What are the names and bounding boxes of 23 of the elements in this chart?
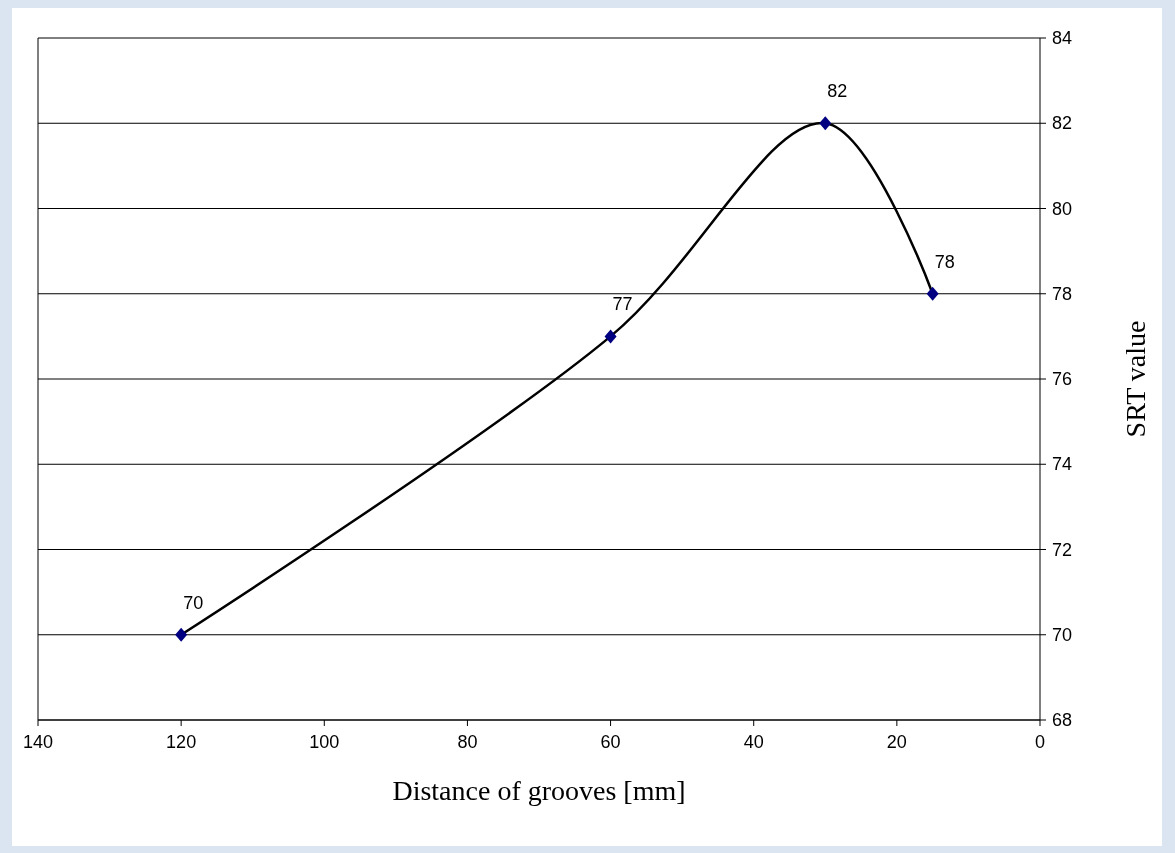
y-tick-label: 84 <box>1052 28 1073 48</box>
y-tick-label: 78 <box>1052 283 1073 304</box>
x-tick-label: 40 <box>743 732 764 752</box>
data-label: 78 <box>934 251 955 272</box>
x-tick-label: 140 <box>22 732 54 752</box>
data-label: 77 <box>612 294 633 315</box>
y-tick-label: 80 <box>1052 198 1073 219</box>
x-tick-label: 20 <box>886 732 907 752</box>
y-tick-label: 70 <box>1052 624 1073 645</box>
y-tick-label: 74 <box>1052 454 1073 475</box>
x-tick-label: 120 <box>166 732 197 752</box>
data-label: 70 <box>183 592 204 613</box>
y-tick-label: 82 <box>1052 113 1073 134</box>
x-tick-label: 60 <box>600 732 621 752</box>
x-tick-label: 80 <box>457 732 478 752</box>
x-tick-label: 0 <box>1034 732 1046 752</box>
y-tick-label: 72 <box>1052 539 1073 560</box>
x-tick-label: 100 <box>309 732 340 752</box>
data-label: 82 <box>827 81 848 102</box>
y-tick-label: 76 <box>1052 369 1073 389</box>
y-tick-label: 68 <box>1052 710 1073 730</box>
x-axis-title: Distance of grooves [mm] <box>392 775 686 806</box>
y-axis-title: SRT value <box>1120 320 1151 438</box>
